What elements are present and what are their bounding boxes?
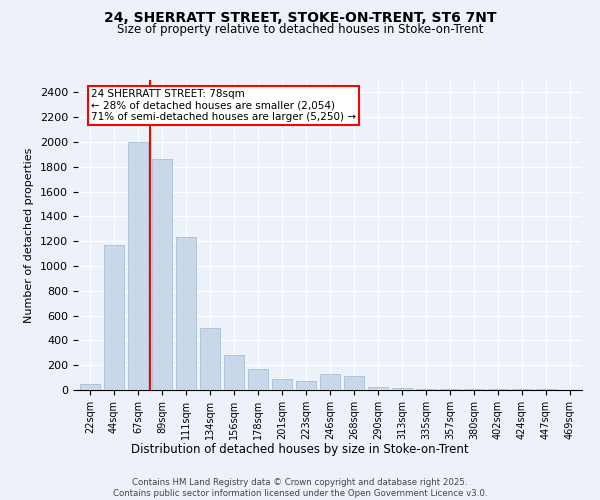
Bar xyxy=(128,142,148,390)
Bar xyxy=(344,376,364,390)
Bar xyxy=(104,245,124,390)
Bar xyxy=(272,379,292,390)
Bar xyxy=(176,238,196,390)
Bar xyxy=(80,384,100,390)
Bar xyxy=(320,374,340,390)
Bar xyxy=(296,382,316,390)
Text: Size of property relative to detached houses in Stoke-on-Trent: Size of property relative to detached ho… xyxy=(117,22,483,36)
Text: 24, SHERRATT STREET, STOKE-ON-TRENT, ST6 7NT: 24, SHERRATT STREET, STOKE-ON-TRENT, ST6… xyxy=(104,11,496,25)
Bar xyxy=(416,389,436,390)
Bar xyxy=(152,160,172,390)
Text: Distribution of detached houses by size in Stoke-on-Trent: Distribution of detached houses by size … xyxy=(131,442,469,456)
Text: 24 SHERRATT STREET: 78sqm
← 28% of detached houses are smaller (2,054)
71% of se: 24 SHERRATT STREET: 78sqm ← 28% of detac… xyxy=(91,88,356,122)
Bar xyxy=(248,369,268,390)
Y-axis label: Number of detached properties: Number of detached properties xyxy=(25,148,34,322)
Text: Contains HM Land Registry data © Crown copyright and database right 2025.
Contai: Contains HM Land Registry data © Crown c… xyxy=(113,478,487,498)
Bar xyxy=(368,387,388,390)
Bar xyxy=(200,328,220,390)
Bar xyxy=(392,388,412,390)
Bar xyxy=(224,356,244,390)
